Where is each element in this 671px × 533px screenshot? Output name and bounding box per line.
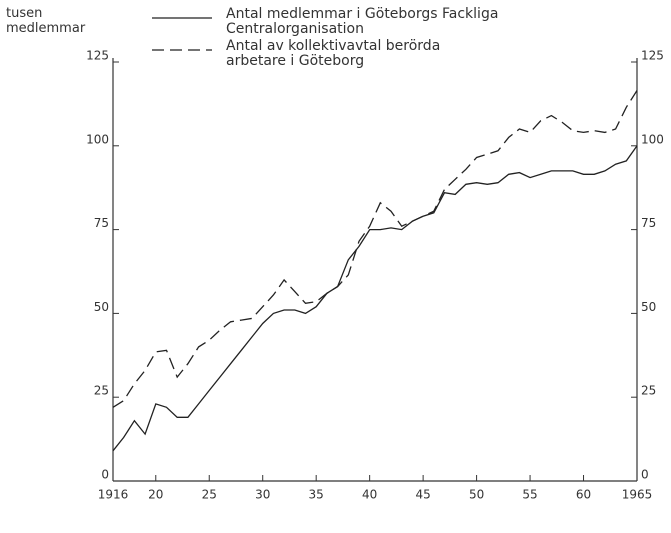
x-tick-label: 35 [309, 488, 324, 502]
y2-tick-label: 50 [641, 300, 656, 314]
y2-tick-label: 75 [641, 216, 656, 230]
x-tick-label: 55 [522, 488, 537, 502]
y-tick-label: 0 [101, 468, 109, 482]
y-axis-label: tusen medlemmar [6, 6, 86, 36]
y-tick-label: 50 [94, 300, 109, 314]
y2-tick-label: 0 [641, 468, 649, 482]
x-tick-label: 25 [202, 488, 217, 502]
x-tick-label: 60 [576, 488, 591, 502]
legend-label: Antal av kollektivavtal berörda arbetare… [226, 38, 441, 69]
x-tick-label: 30 [255, 488, 270, 502]
series-line [112, 145, 638, 452]
y2-tick-label: 125 [641, 49, 664, 63]
x-tick-label: 1965 [622, 488, 653, 502]
y2-tick-label: 100 [641, 132, 664, 146]
legend-label: Antal medlemmar i Göteborgs Fackliga Cen… [226, 6, 499, 37]
x-tick-label: 20 [148, 488, 163, 502]
series-line [112, 90, 638, 408]
y-tick-label: 100 [86, 132, 109, 146]
y-tick-label: 25 [94, 384, 109, 398]
y-tick-label: 125 [86, 49, 109, 63]
x-tick-label: 1916 [98, 488, 129, 502]
x-tick-label: 45 [415, 488, 430, 502]
x-tick-label: 40 [362, 488, 377, 502]
y-tick-label: 75 [94, 216, 109, 230]
y2-tick-label: 25 [641, 384, 656, 398]
x-tick-label: 50 [469, 488, 484, 502]
